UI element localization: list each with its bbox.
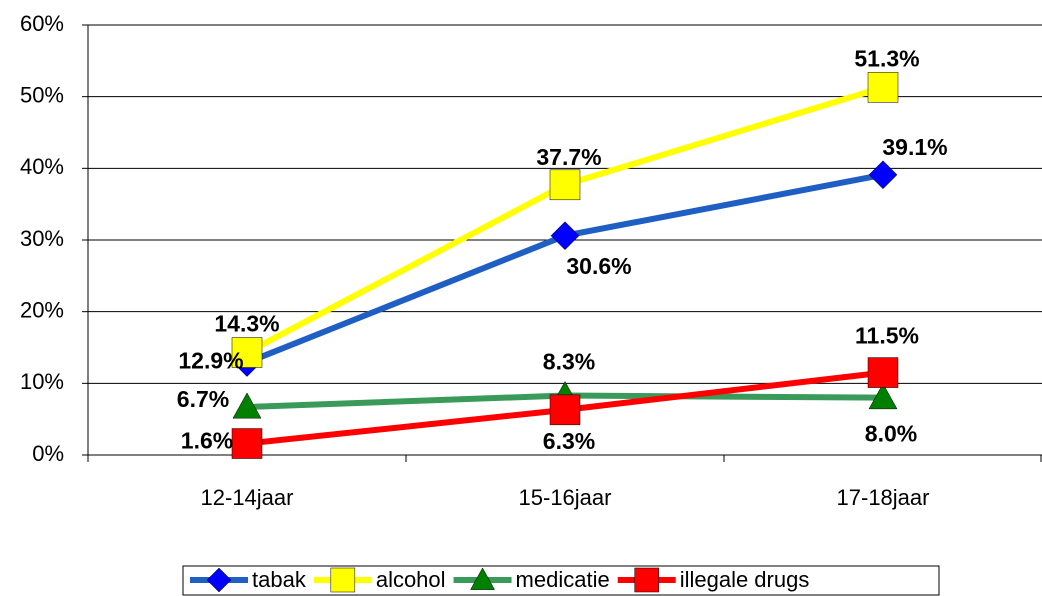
data-label: 1.6% xyxy=(181,428,233,454)
legend-label: medicatie xyxy=(516,567,610,592)
marker xyxy=(634,567,659,593)
marker xyxy=(868,383,898,410)
marker xyxy=(231,337,263,368)
legend-label: illegale drugs xyxy=(680,567,810,592)
series-line xyxy=(245,171,884,366)
marker xyxy=(868,160,898,190)
data-label: 51.3% xyxy=(854,45,919,71)
data-label: 12.9% xyxy=(178,348,243,374)
marker xyxy=(549,394,581,426)
data-label: 8.0% xyxy=(865,421,917,447)
marker xyxy=(206,567,232,593)
marker xyxy=(867,357,899,388)
y-tick-label: 10% xyxy=(20,369,64,394)
legend-label: alcohol xyxy=(376,567,446,592)
y-tick-label: 0% xyxy=(32,441,64,466)
marker xyxy=(550,221,580,251)
y-tick-label: 20% xyxy=(20,297,64,322)
x-tick-label: 12-14jaar xyxy=(201,485,294,510)
data-label: 14.3% xyxy=(214,311,279,337)
y-tick-label: 50% xyxy=(20,82,64,107)
legend-label: tabak xyxy=(252,567,307,592)
data-label: 11.5% xyxy=(855,323,919,349)
y-tick-label: 60% xyxy=(20,11,64,36)
legend-box xyxy=(182,565,940,596)
y-tick-label: 40% xyxy=(20,154,64,179)
marker xyxy=(232,392,262,419)
data-label: 6.7% xyxy=(177,386,229,412)
x-tick-label: 17-18jaar xyxy=(837,485,930,510)
marker xyxy=(231,428,263,459)
marker xyxy=(867,72,899,103)
data-label: 6.3% xyxy=(543,428,595,454)
marker xyxy=(470,567,495,590)
data-label: 8.3% xyxy=(543,349,595,375)
x-tick-label: 15-16jaar xyxy=(519,485,612,510)
series-line xyxy=(245,84,884,356)
marker xyxy=(549,169,581,201)
data-label: 30.6% xyxy=(566,253,631,279)
data-label: 37.7% xyxy=(536,144,601,170)
marker xyxy=(330,567,356,593)
y-tick-label: 30% xyxy=(20,226,64,251)
data-label: 39.1% xyxy=(882,134,947,160)
